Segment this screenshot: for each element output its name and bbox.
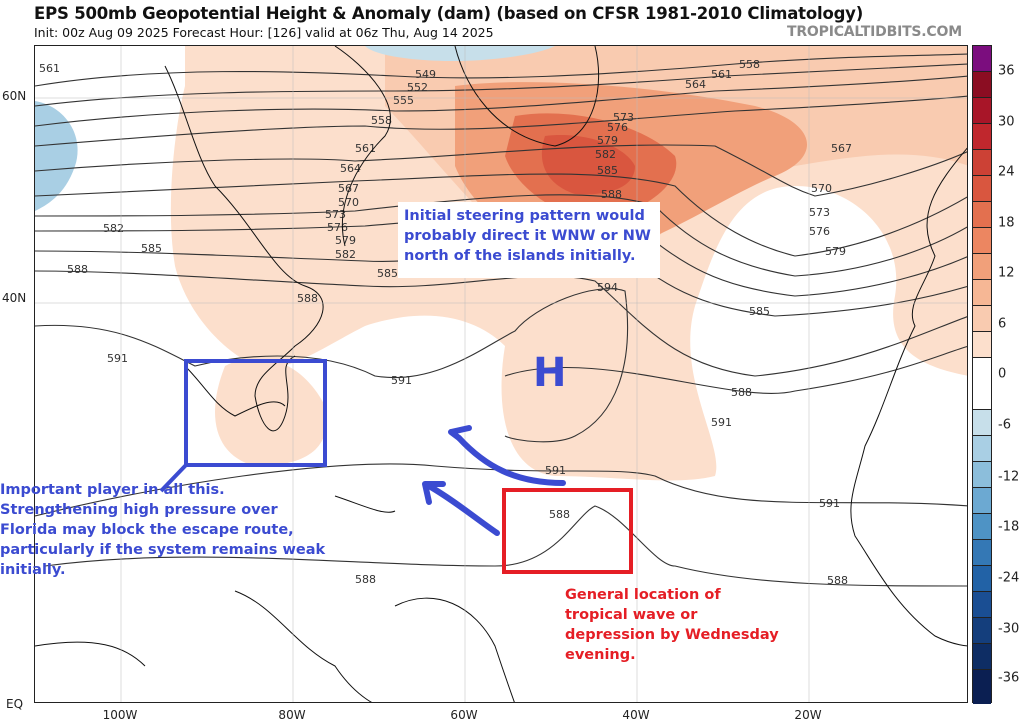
svg-text:552: 552 (407, 81, 428, 94)
svg-text:567: 567 (338, 182, 359, 195)
svg-text:579: 579 (597, 134, 618, 147)
svg-text:582: 582 (103, 222, 124, 235)
height-contours (35, 53, 967, 587)
lat-label-eq: EQ (6, 697, 24, 711)
colorbar-label: 0 (998, 366, 1007, 382)
colorbar-label: 6 (998, 316, 1007, 332)
svg-text:567: 567 (831, 142, 852, 155)
svg-text:579: 579 (825, 245, 846, 258)
tropical-wave-note: General location of tropical wave or dep… (565, 587, 779, 663)
svg-text:558: 558 (371, 114, 392, 127)
svg-text:576: 576 (607, 121, 628, 134)
colorbar-label: -18 (998, 519, 1020, 535)
steering-arrow-upper (456, 435, 566, 486)
steering-note: Initial steering pattern would probably … (404, 208, 651, 264)
svg-text:591: 591 (107, 352, 128, 365)
colorbar-label: -30 (998, 621, 1020, 637)
svg-text:564: 564 (685, 78, 706, 91)
svg-text:570: 570 (811, 182, 832, 195)
lon-label-20w: 20W (794, 708, 822, 722)
svg-text:576: 576 (809, 225, 830, 238)
svg-text:588: 588 (297, 292, 318, 305)
colorbar-label: -12 (998, 469, 1020, 485)
svg-text:564: 564 (340, 162, 361, 175)
svg-text:585: 585 (749, 305, 770, 318)
svg-text:591: 591 (545, 464, 566, 477)
svg-text:561: 561 (39, 62, 60, 75)
svg-text:588: 588 (827, 574, 848, 587)
colorbar-label: -36 (998, 670, 1020, 686)
svg-text:591: 591 (711, 416, 732, 429)
svg-text:585: 585 (597, 164, 618, 177)
svg-text:576: 576 (327, 221, 348, 234)
anomaly-colorbar (972, 45, 992, 704)
svg-text:591: 591 (819, 497, 840, 510)
colorbar-label: 12 (998, 265, 1015, 281)
colorbar-label: -24 (998, 570, 1020, 586)
lon-label-100w: 100W (102, 708, 138, 722)
brand-watermark: TROPICALTIDBITS.COM (787, 24, 962, 40)
svg-text:549: 549 (415, 68, 436, 81)
colorbar-label: 18 (998, 215, 1015, 231)
tropical-wave-box (502, 488, 633, 574)
colorbar-label: 24 (998, 164, 1015, 180)
steering-arrow-lower (426, 483, 500, 536)
svg-text:591: 591 (391, 374, 412, 387)
svg-text:588: 588 (67, 263, 88, 276)
colorbar-label: 36 (998, 63, 1015, 79)
svg-text:582: 582 (595, 148, 616, 161)
lon-label-80w: 80W (278, 708, 306, 722)
svg-text:588: 588 (549, 508, 570, 521)
svg-text:573: 573 (325, 208, 346, 221)
coastlines (35, 46, 967, 702)
svg-text:561: 561 (355, 142, 376, 155)
chart-title: EPS 500mb Geopotential Height & Anomaly … (34, 4, 864, 23)
svg-text:594: 594 (597, 281, 618, 294)
florida-highlight-box (184, 359, 327, 467)
colorbar-label: -6 (998, 417, 1011, 433)
lat-label-40n: 40N (2, 291, 27, 305)
svg-text:561: 561 (711, 68, 732, 81)
svg-text:558: 558 (739, 58, 760, 71)
svg-text:588: 588 (731, 386, 752, 399)
svg-text:579: 579 (335, 234, 356, 247)
svg-text:555: 555 (393, 94, 414, 107)
high-pressure-marker: H (533, 350, 567, 396)
lat-label-60n: 60N (2, 89, 27, 103)
svg-text:588: 588 (601, 188, 622, 201)
svg-text:585: 585 (141, 242, 162, 255)
lon-label-40w: 40W (622, 708, 650, 722)
svg-text:588: 588 (355, 573, 376, 586)
svg-text:573: 573 (809, 206, 830, 219)
steering-note-box (398, 202, 660, 278)
map-panel: 549 552 555 558 561 564 567 570 573 576 579 582 … (34, 45, 968, 703)
svg-text:585: 585 (377, 267, 398, 280)
lon-label-60w: 60W (450, 708, 478, 722)
svg-text:570: 570 (338, 196, 359, 209)
graticule (35, 46, 967, 702)
florida-note: Important player in all this. Strengthen… (0, 482, 326, 578)
florida-pointer-line (159, 463, 188, 493)
colorbar-label: 30 (998, 114, 1015, 130)
svg-text:573: 573 (613, 111, 634, 124)
chart-subtitle: Init: 00z Aug 09 2025 Forecast Hour: [12… (34, 25, 494, 40)
svg-text:582: 582 (335, 248, 356, 261)
